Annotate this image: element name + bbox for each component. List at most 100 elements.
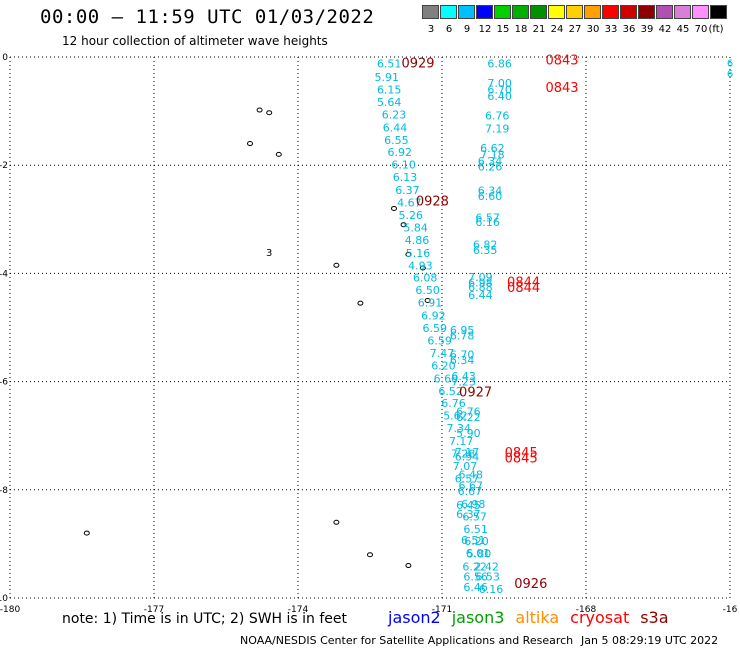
island-outline (357, 300, 364, 306)
wave-height-point: 7.09 (468, 271, 493, 284)
wave-height-point: 6.20 (431, 359, 456, 372)
x-tick-label: -171 (432, 605, 452, 615)
wave-height-point: 6.86 (487, 57, 512, 70)
wave-height-point: 7.17 (455, 446, 480, 459)
wave-height-point: 6.60 (478, 190, 503, 203)
wave-height-point: 6.78 (450, 330, 475, 343)
wave-height-point: 6.16 (479, 583, 504, 596)
wave-height-point: 5.26 (399, 209, 424, 222)
wave-height-point: 6.23 (382, 108, 407, 121)
wave-height-point: 6.44 (383, 121, 408, 134)
wave-height-point: 7.07 (453, 460, 478, 473)
scale-swatch (710, 5, 727, 19)
wave-height-point: 5.16 (406, 247, 431, 260)
wave-height-point: 6.53 (475, 570, 500, 583)
wave-height-point: 6.98 (461, 498, 486, 511)
scale-label: 27 (568, 24, 582, 35)
wave-height-point: 7.23 (451, 376, 476, 389)
wave-height-point: 6.60 (434, 372, 459, 385)
wave-height-point: 6.34 (478, 155, 503, 168)
scale-label: 6 (445, 24, 453, 35)
y-tick-label: -4 (0, 269, 8, 279)
satellite-jason3: jason3 (451, 608, 505, 627)
wave-height-point: 7.19 (485, 122, 510, 135)
wave-height-point: 6.15 (377, 83, 402, 96)
scale-swatch (602, 5, 619, 19)
wave-height-point: 6.08 (413, 272, 438, 285)
wave-height-point: 6.57 (455, 472, 480, 485)
wave-height-point: 6.35 (473, 244, 498, 257)
scale-label: 39 (640, 24, 654, 35)
scale-label: 24 (550, 24, 564, 35)
wave-height-point: 6.88 (468, 281, 493, 294)
island-outline (391, 205, 397, 211)
island-outline (405, 563, 412, 569)
wave-height-point: 6.50 (415, 284, 440, 297)
satellite-legend: jason2 jason3 altika cryosat s3a (388, 608, 680, 627)
wave-height-point: 6.59 (427, 334, 452, 347)
satellite-s3a: s3a (640, 608, 669, 627)
pass-time-label: 0845 (505, 451, 538, 466)
wave-height-point: 6.70 (450, 349, 475, 362)
pass-time-label: 0926 (514, 577, 547, 592)
wave-height-point: 6.20 (464, 535, 489, 548)
wave-height-point: 6.22 (456, 411, 481, 424)
wave-height-point: 4.93 (408, 259, 433, 272)
island-outline (333, 519, 340, 525)
scale-swatch (422, 5, 439, 19)
wave-height-point: 6.51 (461, 534, 486, 547)
satellite-jason2: jason2 (388, 608, 441, 627)
wave-height-point: 6.48 (459, 469, 484, 482)
scale-swatch (656, 5, 673, 19)
wave-height-point: 7.18 (480, 148, 505, 161)
wave-height-point: 7.34 (447, 422, 472, 435)
wave-height-point: 6.52 (438, 385, 463, 398)
x-tick-label: -168 (576, 605, 597, 615)
scale-swatch (458, 5, 475, 19)
wave-height-point: 6.01 (466, 547, 491, 560)
island-outline (333, 262, 340, 268)
wave-height-point: 6.57 (475, 212, 500, 225)
wave-height-point: 4.67 (397, 197, 422, 210)
wave-height-point: 5.80 (467, 548, 492, 561)
wave-height-point: 6.67 (458, 485, 483, 498)
pass-time-label: 0843 (545, 81, 578, 96)
pass-time-label: 0843 (545, 54, 578, 69)
scale-swatch (566, 5, 583, 19)
scale-label: 18 (514, 24, 528, 35)
generated-timestamp: Jan 5 08:29:19 UTC 2022 (581, 634, 719, 647)
wave-height-point: 6.92 (421, 310, 446, 323)
satellite-altika: altika (515, 608, 560, 627)
wave-height-point: 6.13 (393, 171, 418, 184)
wave-height-point: 6.26 (478, 160, 503, 173)
wave-height-point: 6.70 (487, 83, 512, 96)
wave-height-point: 6.67 (459, 479, 484, 492)
wave-height-point: 7.28 (451, 448, 476, 461)
scale-swatch (584, 5, 601, 19)
island-outline (247, 141, 253, 147)
island-outline (367, 552, 373, 558)
y-tick-label: -10 (0, 594, 8, 604)
footer-note: note: 1) Time is in UTC; 2) SWH is in fe… (62, 611, 348, 627)
wave-height-point: 6.44 (468, 289, 493, 302)
chart-title: 00:00 — 11:59 UTC 01/03/2022 (40, 6, 375, 28)
y-tick-label: -2 (0, 161, 8, 171)
wave-height-point: 6.56 (463, 570, 488, 583)
pass-time-label: 0844 (507, 276, 540, 291)
y-tick-label: -6 (0, 378, 8, 388)
wave-height-point: 7.00 (487, 77, 512, 90)
scale-swatch (548, 5, 565, 19)
wave-height-point: 6.76 (456, 405, 481, 418)
wave-height-point: 6.45 (456, 499, 481, 512)
pass-time-label: 0928 (416, 194, 449, 209)
wave-height-point: 6.40 (487, 90, 512, 103)
wave-height-point: 6.91 (418, 297, 443, 310)
scale-swatch (620, 5, 637, 19)
wave-height-point: 6.95 (450, 324, 475, 337)
x-tick-label: -16 (723, 605, 738, 615)
wave-height-point: 6.22 (462, 561, 487, 574)
edge-label: 3 (266, 248, 272, 259)
wave-height-point: 6.57 (462, 510, 487, 523)
wave-height-point: 6.92 (388, 146, 413, 159)
